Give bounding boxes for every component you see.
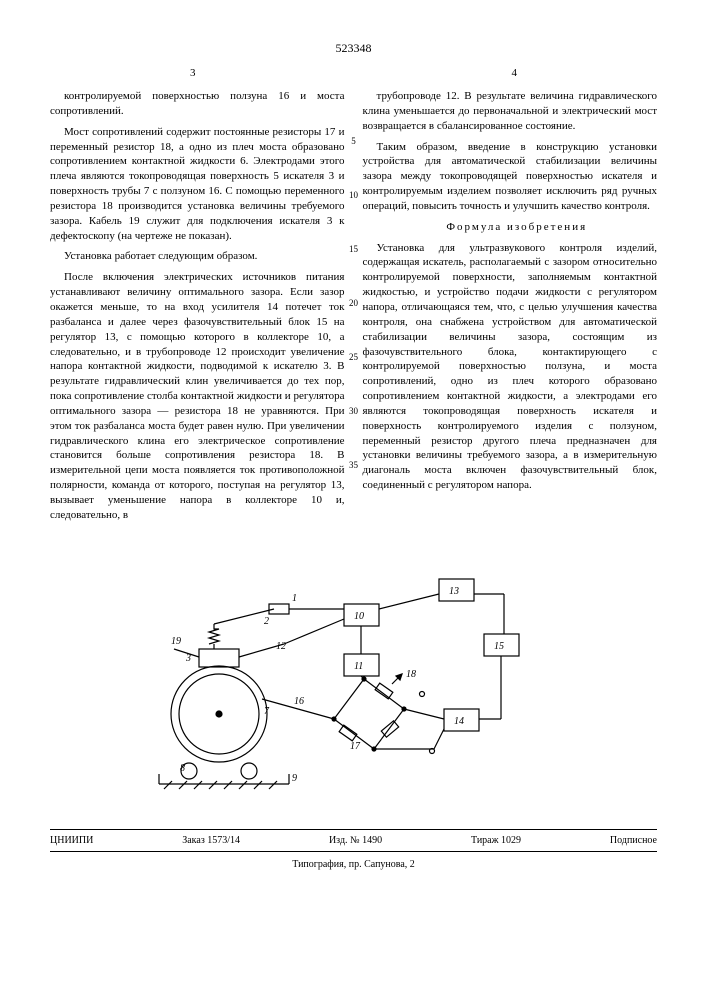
label-11: 11 [354,661,363,672]
label-9: 9 [292,773,297,784]
label-16: 16 [294,696,304,707]
label-10: 10 [354,611,364,622]
line-marker: 35 [349,459,358,471]
line-marker: 25 [349,351,358,363]
footer-bar: ЦНИИПИ Заказ 1573/14 Изд. № 1490 Тираж 1… [50,829,657,853]
left-p2: Мост сопротивлений содержит постоянные р… [50,125,345,244]
content-wrap: контролируемой поверхностью ползуна 16 и… [50,89,657,529]
right-p1: трубопроводе 12. В результате величина г… [363,89,658,134]
page-numbers: 3 4 [50,66,657,81]
label-2: 2 [264,616,269,627]
left-p4: После включения электрических источников… [50,270,345,522]
page-left: 3 [190,66,196,81]
line-marker: 30 [349,405,358,417]
label-17: 17 [350,741,361,752]
column-left: контролируемой поверхностью ползуна 16 и… [50,89,345,529]
line-marker: 20 [349,297,358,309]
doc-number: 523348 [50,40,657,56]
label-18: 18 [406,669,416,680]
label-15: 15 [494,641,504,652]
line-marker: 5 [351,135,356,147]
footer-org: ЦНИИПИ [50,834,93,848]
label-14: 14 [454,716,464,727]
footer-sub: Подписное [610,834,657,848]
formula-title: Формула изобретения [363,220,658,235]
footer-izd: Изд. № 1490 [329,834,382,848]
column-right: трубопроводе 12. В результате величина г… [363,89,658,529]
schematic-diagram: 1 2 3 19 12 7 8 9 10 11 13 15 14 16 17 1… [144,549,564,799]
footer-tirazh: Тираж 1029 [471,834,521,848]
right-p3: Установка для ультразвукового контроля и… [363,241,658,493]
line-marker: 10 [349,189,358,201]
footer-order: Заказ 1573/14 [182,834,240,848]
label-19: 19 [171,636,181,647]
footer-typography: Типография, пр. Сапунова, 2 [50,858,657,872]
label-13: 13 [449,586,459,597]
line-marker: 15 [349,243,358,255]
label-3: 3 [185,653,191,664]
label-7: 7 [264,706,270,717]
label-8: 8 [180,763,185,774]
left-p1: контролируемой поверхностью ползуна 16 и… [50,89,345,119]
right-p2: Таким образом, введение в конструкцию ус… [363,140,658,214]
label-1: 1 [292,593,297,604]
left-p3: Установка работает следующим образом. [50,249,345,264]
label-12: 12 [276,641,286,652]
page-right: 4 [512,66,518,81]
